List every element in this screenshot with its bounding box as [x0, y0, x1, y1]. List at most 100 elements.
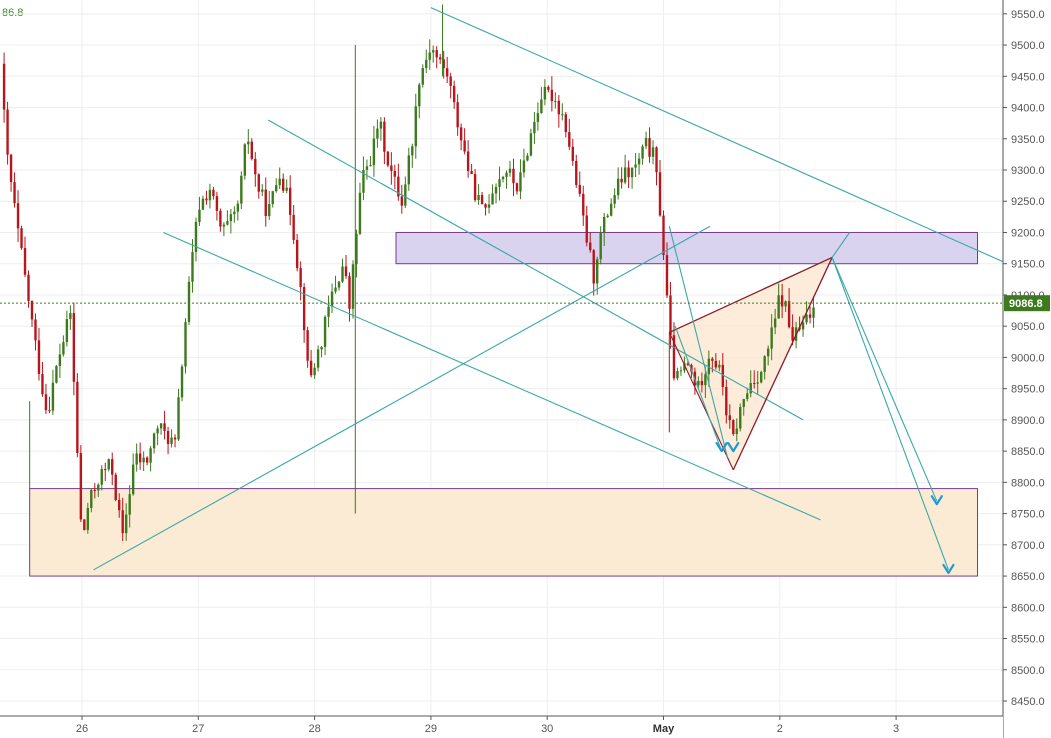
candle-body — [65, 319, 69, 343]
candle-body — [278, 178, 281, 186]
candle-body — [79, 453, 83, 520]
candle-body — [613, 195, 616, 204]
candle-body — [728, 415, 731, 421]
candle-body — [599, 232, 602, 260]
candle-body — [344, 266, 348, 277]
candle-body — [540, 99, 543, 114]
wedge-left-line — [668, 332, 734, 471]
candle-body — [219, 210, 222, 227]
projection-line — [668, 226, 728, 458]
candle-body — [198, 209, 201, 222]
candle-body — [676, 371, 679, 379]
candle-body — [30, 300, 34, 320]
candle-body — [34, 319, 37, 341]
candle-body — [379, 121, 383, 129]
y-tick-label: 9450.0 — [1011, 71, 1045, 83]
candle-body — [2, 63, 6, 110]
candle-body — [306, 330, 309, 361]
candle-body — [700, 380, 704, 386]
candle-body — [418, 84, 421, 107]
candle-body — [177, 397, 180, 440]
candle-body — [526, 155, 529, 161]
candle-body — [662, 215, 665, 256]
candle-body — [226, 221, 229, 225]
candle-body — [334, 287, 337, 292]
candle-body — [578, 184, 581, 194]
candle-body — [355, 233, 358, 265]
candle-body — [268, 204, 271, 217]
candle-body — [690, 364, 693, 372]
y-tick-label: 9250.0 — [1011, 196, 1045, 208]
candle-body — [254, 158, 257, 175]
candle-body — [152, 433, 156, 449]
candle-body — [393, 170, 397, 177]
y-tick-label: 8600.0 — [1011, 602, 1045, 614]
candle-body — [651, 147, 655, 157]
y-tick-label: 9000.0 — [1011, 352, 1045, 364]
candles — [2, 4, 815, 542]
candle-body — [6, 109, 9, 155]
y-tick-label: 9500.0 — [1011, 40, 1045, 52]
candle-body — [557, 100, 561, 115]
y-tick-label: 8450.0 — [1011, 696, 1045, 708]
candle-body — [773, 318, 777, 328]
candle-body — [397, 176, 400, 197]
candle-body — [76, 381, 79, 454]
candle-body — [522, 160, 526, 173]
x-tick-label: 26 — [76, 723, 88, 735]
candle-body — [571, 146, 574, 161]
projection-line — [831, 257, 938, 502]
y-tick-label: 9200.0 — [1011, 227, 1045, 239]
time-axis-bg — [0, 716, 1003, 738]
candle-body — [208, 189, 212, 201]
candle-body — [536, 113, 540, 122]
candle-body — [240, 175, 243, 204]
y-tick-label: 8800.0 — [1011, 477, 1045, 489]
x-tick-label: 28 — [308, 723, 320, 735]
candle-body — [9, 154, 13, 183]
candle-body — [37, 340, 41, 375]
candle-body — [191, 252, 194, 282]
candle-body — [250, 141, 253, 159]
candle-body — [644, 138, 648, 147]
candle-body — [428, 52, 431, 60]
candle-body — [376, 128, 379, 139]
candle-body — [236, 203, 240, 212]
candle-body — [323, 316, 327, 347]
candle-body — [20, 228, 23, 249]
down-arrow-icon — [727, 442, 740, 453]
candle-body — [114, 474, 117, 500]
candle-body — [156, 428, 159, 434]
candle-body — [665, 255, 669, 296]
candle-body — [648, 138, 651, 157]
candle-body — [285, 187, 288, 191]
candle-body — [449, 76, 452, 86]
candle-body — [62, 342, 65, 355]
candle-body — [812, 307, 815, 318]
candle-body — [131, 464, 135, 495]
candle-body — [135, 453, 138, 465]
candle-body — [463, 140, 466, 152]
candle-body — [128, 494, 131, 515]
candle-body — [166, 430, 170, 444]
candle-body — [791, 327, 794, 341]
down-arrow-icon — [715, 442, 728, 453]
candle-body — [320, 346, 323, 350]
candle-body — [383, 121, 386, 152]
trend-line — [163, 231, 821, 521]
candle-body — [425, 59, 428, 69]
candle-body — [118, 499, 121, 511]
candle-body — [41, 374, 44, 395]
candle-body — [491, 193, 494, 205]
candle-body — [445, 68, 449, 77]
candle-body — [362, 169, 365, 193]
candle-body — [704, 374, 707, 386]
candle-body — [575, 160, 578, 185]
candle-body — [288, 187, 292, 215]
rising-wedge — [668, 256, 833, 471]
candle-body — [805, 314, 808, 323]
candle-body — [100, 469, 103, 485]
candle-body — [316, 349, 320, 368]
candle-body — [187, 281, 191, 323]
